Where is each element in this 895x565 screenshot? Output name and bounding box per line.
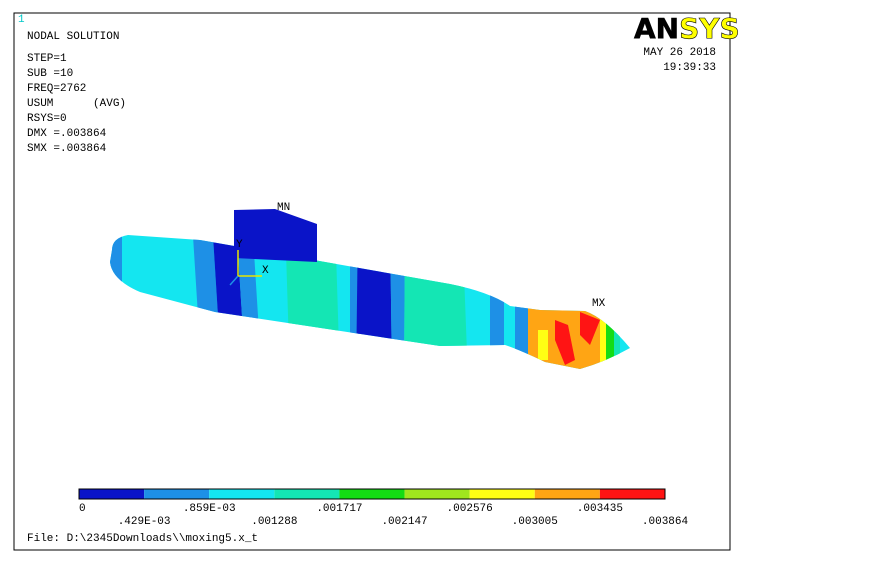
header-line: SUB =10 <box>27 68 73 80</box>
legend-swatch <box>599 489 665 499</box>
legend-label: .001717 <box>316 503 362 515</box>
min-label: MN <box>277 202 290 214</box>
legend-label: .003435 <box>577 503 623 515</box>
legend-swatch <box>274 489 340 499</box>
header-line: FREQ=2762 <box>27 83 86 95</box>
legend-label: .429E-03 <box>118 516 171 528</box>
header-line: SMX =.003864 <box>27 143 107 155</box>
plot-title: NODAL SOLUTION <box>27 31 119 43</box>
sail <box>234 209 317 262</box>
header-line: RSYS=0 <box>27 113 67 125</box>
legend-border <box>78 488 666 500</box>
ansys-logo: ANSYS <box>634 12 740 45</box>
header-line: USUM (AVG) <box>27 98 126 110</box>
legend-label: .003005 <box>512 516 558 528</box>
header-lines: STEP=1 SUB =10 FREQ=2762 USUM (AVG) RSYS=0 DM… <box>27 53 126 155</box>
legend-label: .002576 <box>447 503 493 515</box>
header-line: DMX =.003864 <box>27 128 107 140</box>
max-label: MX <box>592 298 606 310</box>
legend-swatch <box>339 489 405 499</box>
legend-swatch <box>144 489 210 499</box>
legend-swatch <box>404 489 470 499</box>
date: MAY 26 2018 <box>643 47 716 59</box>
contour-legend: 0 .859E-03 .001717 .002576 .003435 .429E-03 .0… <box>78 488 689 528</box>
legend-label: .003864 <box>642 516 689 528</box>
legend-swatch <box>469 489 535 499</box>
legend-label: .001288 <box>251 516 297 528</box>
header-line: STEP=1 <box>27 53 67 65</box>
axis-label-y: Y <box>236 239 243 251</box>
legend-swatch <box>209 489 275 499</box>
legend-swatch <box>79 489 145 499</box>
legend-label: 0 <box>79 503 86 515</box>
axis-label-x: X <box>262 265 269 277</box>
axis-triad <box>229 250 262 286</box>
legend-swatch <box>534 489 600 499</box>
window-number: 1 <box>18 14 25 26</box>
legend-label: .859E-03 <box>183 503 236 515</box>
time: 19:39:33 <box>663 62 716 74</box>
footer-file: File: D:\2345Downloads\\moxing5.x_t <box>27 533 258 545</box>
legend-label: .002147 <box>381 516 427 528</box>
